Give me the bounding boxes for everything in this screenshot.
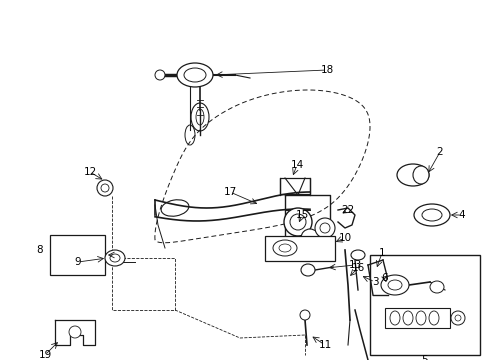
Text: 18: 18 (320, 65, 333, 75)
Ellipse shape (284, 208, 311, 236)
Text: 19: 19 (38, 350, 52, 360)
Ellipse shape (380, 275, 408, 295)
Ellipse shape (387, 280, 401, 290)
Ellipse shape (412, 166, 428, 184)
Bar (50, 235, 105, 275)
Text: 9: 9 (75, 257, 81, 267)
Ellipse shape (299, 310, 309, 320)
Ellipse shape (183, 68, 205, 82)
Ellipse shape (301, 229, 318, 247)
Ellipse shape (155, 70, 164, 80)
Text: 2: 2 (436, 147, 443, 157)
Ellipse shape (413, 204, 449, 226)
Text: 6: 6 (381, 273, 387, 283)
Text: 1: 1 (378, 248, 385, 258)
Ellipse shape (450, 311, 464, 325)
Ellipse shape (319, 223, 329, 233)
Ellipse shape (69, 326, 81, 338)
Text: 4: 4 (458, 210, 465, 220)
Text: 13: 13 (347, 260, 361, 270)
Bar (369, 255, 479, 355)
Text: 3: 3 (371, 277, 378, 287)
Ellipse shape (97, 180, 113, 196)
Text: 22: 22 (341, 205, 354, 215)
Text: 14: 14 (290, 160, 303, 170)
Text: 10: 10 (338, 233, 351, 243)
Ellipse shape (301, 264, 314, 276)
Text: 16: 16 (351, 263, 364, 273)
Ellipse shape (421, 209, 441, 221)
Ellipse shape (396, 164, 428, 186)
Text: 11: 11 (318, 340, 331, 350)
Text: 5: 5 (421, 355, 427, 360)
Text: 15: 15 (295, 210, 308, 220)
Ellipse shape (105, 250, 125, 266)
Bar (280, 178, 309, 194)
Text: 8: 8 (37, 245, 43, 255)
Bar (264, 236, 334, 261)
Bar (384, 308, 449, 328)
Text: 17: 17 (223, 187, 236, 197)
Ellipse shape (314, 218, 334, 238)
Ellipse shape (289, 214, 305, 230)
Ellipse shape (177, 63, 213, 87)
Ellipse shape (429, 281, 443, 293)
Text: 12: 12 (83, 167, 97, 177)
